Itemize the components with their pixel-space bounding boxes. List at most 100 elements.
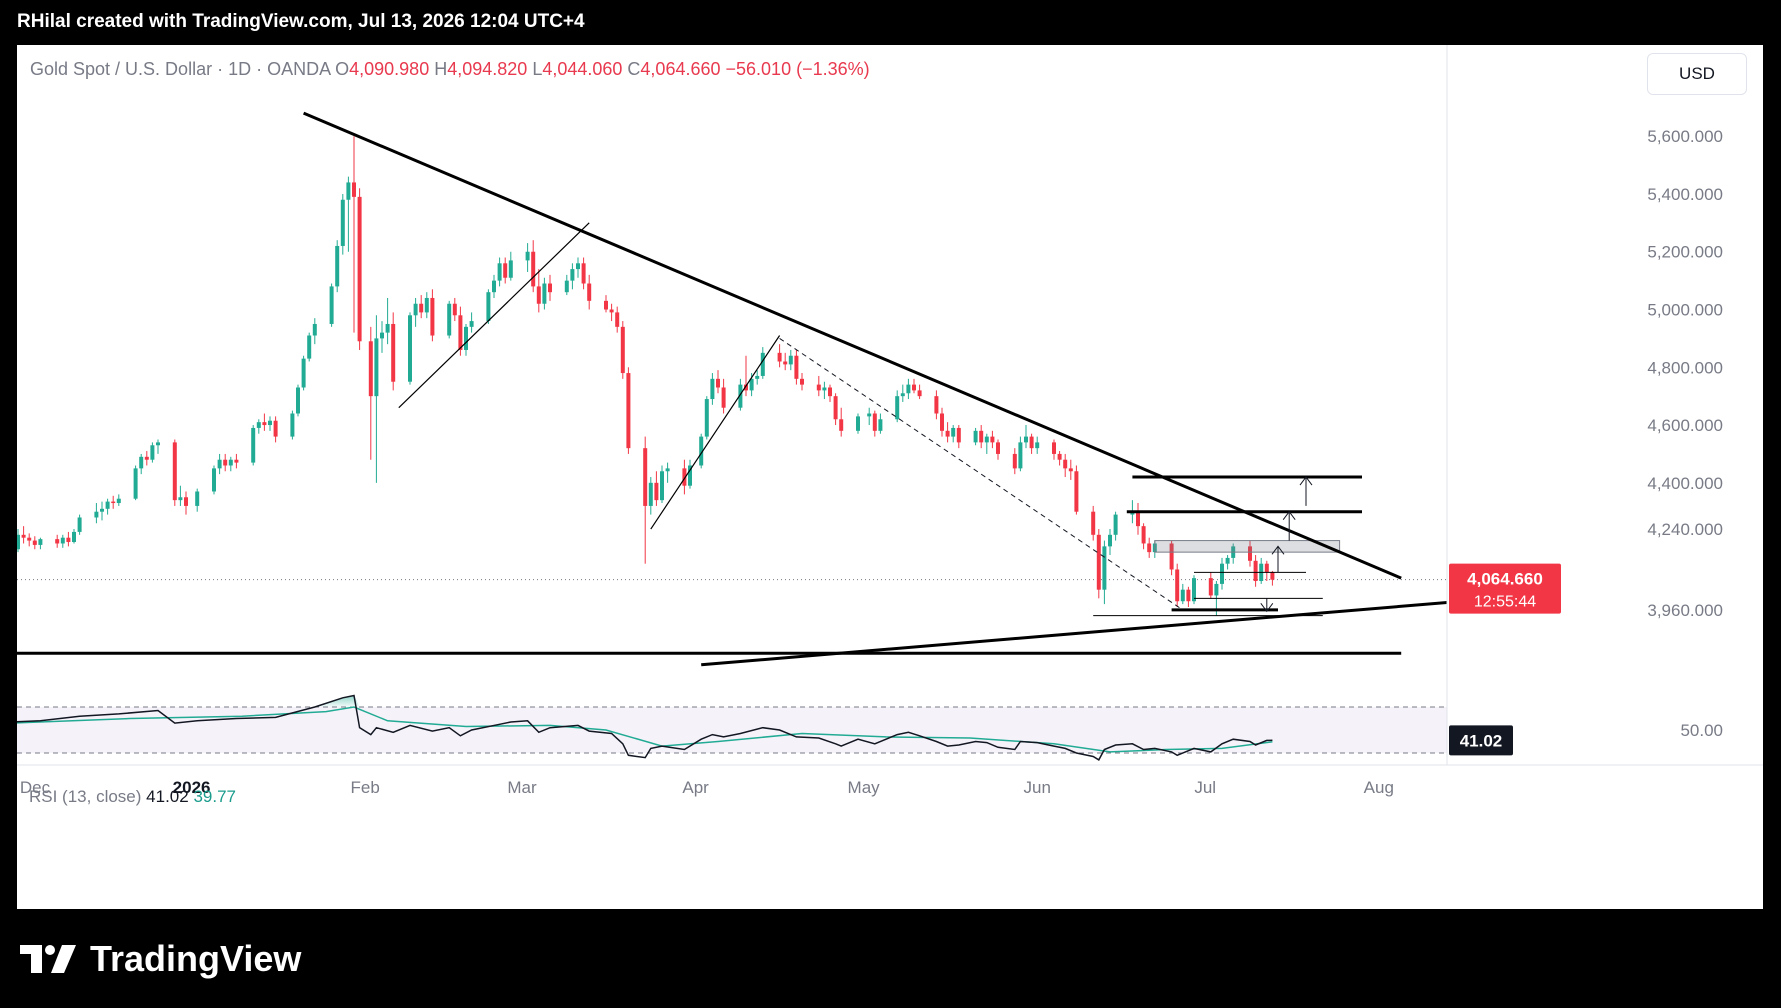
candle-body xyxy=(1052,442,1056,454)
candle-body xyxy=(777,352,782,362)
currency-button[interactable]: USD xyxy=(1647,53,1747,95)
candle-body xyxy=(419,303,424,313)
time-tick-label: Feb xyxy=(351,778,380,797)
candle-body xyxy=(912,384,916,391)
candle-body xyxy=(335,245,340,287)
candle-body xyxy=(648,482,653,506)
candle-body xyxy=(1113,514,1118,535)
rsi-value: 41.02 xyxy=(146,787,189,806)
chart-panel[interactable]: 5,600.000 5,400.000 5,200.000 5,000.000 4,80… xyxy=(17,45,1763,909)
candle-body xyxy=(984,436,989,443)
candle-body xyxy=(1147,543,1152,553)
resistance-zone xyxy=(1154,540,1341,553)
candle-body xyxy=(895,396,900,420)
candle-body xyxy=(94,511,99,518)
candle-body xyxy=(1035,442,1040,449)
trendline xyxy=(701,600,1447,667)
candle-body xyxy=(223,459,228,466)
low-value: 4,044.060 xyxy=(542,59,623,79)
time-tick-label: Aug xyxy=(1364,778,1394,797)
time-tick-label: 2026 xyxy=(173,778,211,797)
candle-body xyxy=(744,384,748,391)
candle-body xyxy=(1096,534,1101,590)
candle-body xyxy=(833,396,838,420)
candle-body xyxy=(828,387,832,397)
candle-body xyxy=(1208,578,1213,596)
symbol-title[interactable]: Gold Spot / U.S. Dollar · 1D · OANDA xyxy=(30,59,331,79)
candle-body xyxy=(296,387,300,414)
candle-body xyxy=(665,468,670,472)
candle-body xyxy=(996,442,1000,454)
rsi-overbought-fill xyxy=(314,695,360,707)
candle-body xyxy=(654,482,659,501)
candle-body xyxy=(760,352,765,376)
candle-body xyxy=(1225,557,1230,564)
candle-body xyxy=(816,384,821,391)
candle-body xyxy=(1186,589,1191,602)
price-tick-label: 4,600.000 xyxy=(1647,416,1723,435)
candle-body xyxy=(1136,511,1140,527)
rsi-mid-label: 50.00 xyxy=(1680,721,1723,740)
candle-body xyxy=(346,182,351,200)
candle-body xyxy=(32,540,37,545)
candle-body xyxy=(1180,589,1185,602)
candle-body xyxy=(973,430,978,443)
candle-body xyxy=(951,427,956,437)
candle-body xyxy=(357,196,362,342)
dashed-channel-line xyxy=(779,337,1184,611)
candle-body xyxy=(329,286,334,324)
candle-body xyxy=(447,303,452,336)
candle-body xyxy=(587,283,592,301)
candle-body xyxy=(682,468,687,486)
rsi-badge-text: 41.02 xyxy=(1460,731,1503,750)
candle-body xyxy=(385,323,390,333)
candle-body xyxy=(956,427,961,443)
candle-body xyxy=(312,323,317,336)
candle-body xyxy=(374,338,379,397)
candle-body xyxy=(1063,459,1068,469)
price-pane xyxy=(17,111,1447,667)
candle-body xyxy=(17,534,20,550)
rsi-value-badge xyxy=(1449,725,1513,756)
candle-body xyxy=(60,537,65,544)
candle-body xyxy=(251,427,256,463)
candle-body xyxy=(721,387,726,408)
candle-body xyxy=(77,517,82,532)
candle-body xyxy=(100,508,104,512)
candle-body xyxy=(570,269,575,281)
candle-body xyxy=(234,459,239,463)
price-tick-label: 4,240.000 xyxy=(1647,520,1723,539)
time-tick-label: Jul xyxy=(1194,778,1216,797)
arrow-head xyxy=(1271,545,1285,555)
candle-body xyxy=(38,539,43,545)
candle-body xyxy=(536,286,541,304)
candle-body xyxy=(800,378,804,385)
arrow-head xyxy=(1299,476,1313,486)
candle-body xyxy=(699,436,704,466)
candle-body xyxy=(1057,453,1062,460)
candle-body xyxy=(917,390,922,397)
candle-body xyxy=(1108,534,1112,547)
candle-body xyxy=(413,303,418,316)
chart-canvas[interactable]: 5,600.000 5,400.000 5,200.000 5,000.000 4,80… xyxy=(17,45,1763,909)
candle-body xyxy=(307,335,312,359)
rsi-label[interactable]: RSI (13, close) xyxy=(29,787,142,806)
tradingview-logo-icon xyxy=(20,945,76,973)
last-price-badge xyxy=(1449,563,1561,614)
arrow-head xyxy=(1260,603,1274,613)
candle-body xyxy=(116,498,121,504)
candle-body xyxy=(301,358,306,388)
candle-body xyxy=(340,199,345,246)
rsi-legend: RSI (13, close) 41.02 39.77 xyxy=(29,787,236,807)
countdown-text: 12:55:44 xyxy=(1474,594,1536,611)
candle-body xyxy=(66,537,71,543)
candle-body xyxy=(878,419,883,431)
change-value: −56.010 (−1.36%) xyxy=(725,59,870,79)
candle-body xyxy=(21,534,26,538)
candle-body xyxy=(1248,546,1252,561)
candle-body xyxy=(1253,560,1258,582)
candle-body xyxy=(178,497,183,501)
candle-body xyxy=(105,501,110,509)
chart-attribution: RHilal created with TradingView.com, Jul… xyxy=(17,11,585,32)
candle-body xyxy=(738,384,743,408)
